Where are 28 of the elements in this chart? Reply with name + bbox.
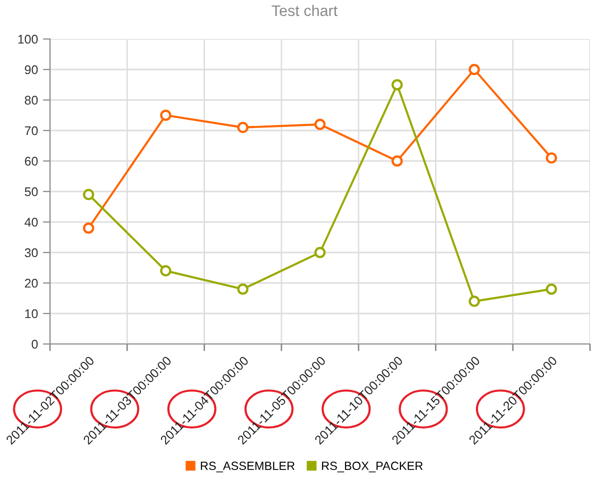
point [314, 246, 326, 258]
legend-label: RS_ASSEMBLER [200, 462, 295, 472]
y-tick-label: 90 [24, 65, 38, 74]
y-tick-label: 70 [24, 126, 38, 136]
point [237, 283, 248, 295]
point [392, 155, 403, 167]
point [82, 188, 94, 200]
y-tick-label: 20 [24, 278, 38, 288]
y-tick-label: 100 [18, 34, 38, 44]
y-tick-label: 0 [32, 340, 38, 349]
y-tick-label: 10 [25, 309, 38, 318]
chart-title: Test chart [272, 4, 338, 16]
point [468, 64, 480, 76]
y-tick-label: 40 [24, 218, 38, 227]
y-tick-label: 80 [24, 96, 38, 105]
point [160, 110, 172, 121]
y-tick-label: 30 [24, 248, 38, 258]
y-tick-label: 50 [24, 187, 38, 196]
point [392, 79, 403, 90]
point [546, 283, 558, 295]
legend-label: RS_BOX_PACKER [322, 462, 423, 472]
point [160, 265, 172, 276]
y-tick-label: 60 [24, 156, 38, 166]
point [468, 296, 480, 307]
point [82, 222, 94, 234]
point [314, 118, 326, 130]
point [237, 122, 248, 134]
point [546, 152, 558, 164]
